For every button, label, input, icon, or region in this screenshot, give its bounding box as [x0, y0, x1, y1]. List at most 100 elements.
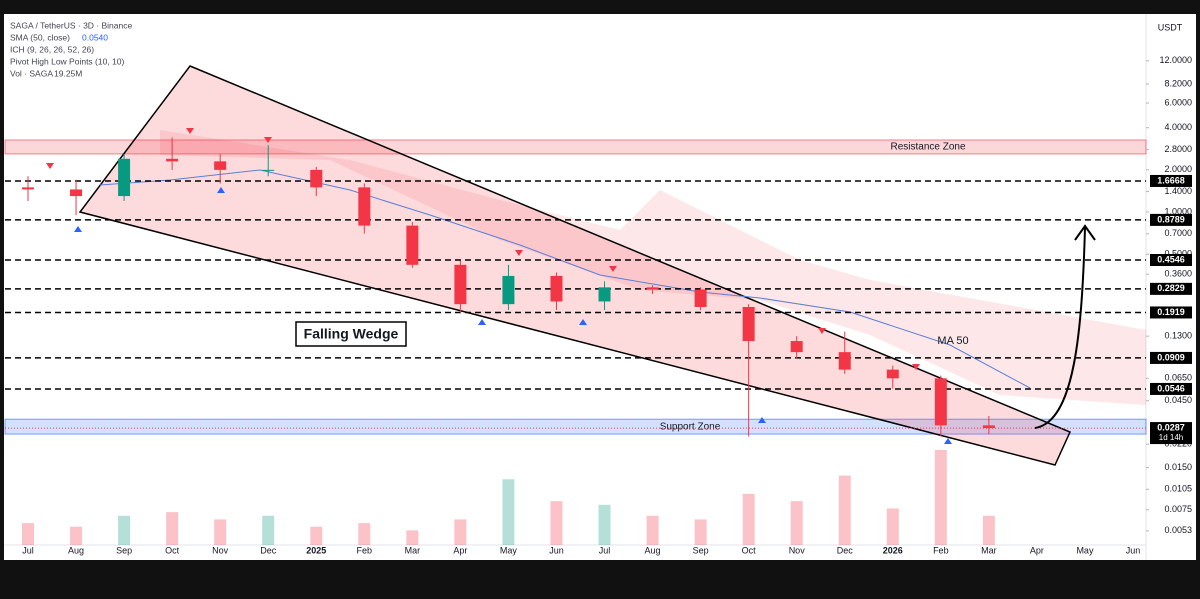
level-label: 0.2829: [1157, 283, 1185, 293]
pivot-markers: [46, 128, 920, 370]
x-tick-label: Nov: [789, 545, 806, 555]
candle-body: [406, 225, 419, 265]
x-tick-label: May: [1076, 545, 1094, 555]
level-label-bg: [1150, 282, 1192, 295]
price-label-bg: [1150, 422, 1192, 445]
candle-body: [694, 289, 707, 307]
candle-body: [790, 341, 803, 353]
x-tick-label: Jun: [549, 545, 564, 555]
volume-bar: [358, 523, 371, 545]
x-tick-label: Sep: [116, 545, 132, 555]
x-tick-label: Oct: [742, 545, 757, 555]
volume-bar: [550, 501, 563, 545]
annotation-box: [295, 321, 407, 347]
arrow-head: [1074, 224, 1096, 241]
zone: [4, 139, 1147, 155]
x-tick-label: Feb: [357, 545, 373, 555]
pivot-high: [818, 328, 826, 334]
volume-bar: [262, 515, 275, 545]
volume-bar: [646, 515, 659, 545]
candle-body: [214, 161, 227, 170]
volume-bar: [742, 493, 755, 545]
y-tick-label: 0.0450: [1164, 395, 1192, 405]
pivot-high: [912, 364, 920, 370]
level-label: 1.6668: [1157, 175, 1185, 185]
y-tick-label: 6.0000: [1164, 97, 1192, 107]
level-label: 0.8789: [1157, 214, 1185, 224]
y-tick-label: 0.0075: [1164, 504, 1192, 514]
pivot-high: [186, 128, 194, 134]
candle-body: [934, 378, 947, 426]
x-tick-label: Mar: [405, 545, 421, 555]
indicator: Pivot High Low Points (10, 10): [10, 56, 125, 66]
pivot-high: [609, 266, 617, 272]
candle-body: [742, 306, 755, 342]
x-tick-label: Jul: [599, 545, 611, 555]
x-tick-label: Aug: [68, 545, 84, 555]
x-tick-label: Mar: [981, 545, 997, 555]
y-tick-label: 12.0000: [1159, 55, 1192, 65]
candle-body: [166, 158, 179, 162]
level-label-bg: [1150, 254, 1192, 267]
y-tick-label: 4.0000: [1164, 122, 1192, 132]
volume-bar: [934, 450, 947, 545]
zone-label: Support Zone: [660, 421, 721, 432]
y-tick-label: 2.8000: [1164, 144, 1192, 154]
volume-bar: [454, 519, 467, 545]
zone: [4, 418, 1147, 435]
candle-body: [310, 169, 323, 188]
candle-body: [838, 352, 851, 370]
volume-bar: [22, 523, 34, 545]
volume-bar: [694, 519, 707, 545]
y-tick-label: 0.0105: [1164, 484, 1192, 494]
pivot-high: [515, 250, 523, 256]
pivot-low: [758, 417, 766, 423]
level-label-bg: [1150, 174, 1192, 187]
zone-label: Resistance Zone: [890, 142, 965, 153]
x-tick-label: Dec: [260, 545, 277, 555]
volume-bar: [166, 512, 179, 545]
volume-bar: [886, 508, 899, 545]
candle-body: [982, 425, 995, 429]
indicator: Vol · SAGA: [10, 68, 53, 78]
y-tick-label: 0.3600: [1164, 269, 1192, 279]
pivot-low: [74, 226, 82, 232]
volume-bar: [310, 526, 323, 545]
x-tick-label: May: [500, 545, 518, 555]
level-label-bg: [1150, 351, 1192, 364]
breakout-arrow: [1034, 227, 1086, 429]
x-tick-label: Feb: [933, 545, 949, 555]
x-tick-label: Sep: [693, 545, 709, 555]
candle-body: [886, 369, 899, 379]
x-tick-label: Jul: [22, 545, 34, 555]
volume-bar: [214, 519, 227, 545]
level-label: 0.0546: [1157, 383, 1185, 393]
countdown: 1d 14h: [1159, 433, 1183, 442]
x-tick-label: Apr: [453, 545, 467, 555]
current-price-label: 0.0287: [1157, 422, 1185, 432]
x-tick-label: 2026: [883, 545, 903, 555]
indicator-value: 19.25M: [54, 68, 82, 78]
y-tick-label: 1.4000: [1164, 186, 1192, 196]
candle-body: [598, 287, 611, 302]
currency: USDT: [1158, 22, 1183, 32]
chart-bg: [4, 14, 1196, 560]
volume-bar: [502, 479, 515, 545]
ichimoku-cloud: [160, 130, 1146, 405]
level-label: 0.1919: [1157, 307, 1185, 317]
y-tick-label: 2.0000: [1164, 164, 1192, 174]
chart-title: SAGA / TetherUS · 3D · Binance: [10, 20, 132, 30]
volume-bar: [118, 515, 131, 545]
pivot-low: [217, 187, 225, 193]
level-label: 0.4546: [1157, 254, 1185, 264]
level-label-bg: [1150, 382, 1192, 395]
candle-body: [454, 264, 467, 305]
level-label-bg: [1150, 306, 1192, 319]
x-tick-label: 2025: [306, 545, 326, 555]
y-tick-label: 0.5000: [1164, 249, 1192, 259]
y-tick-label: 1.0000: [1164, 206, 1192, 216]
indicator: ICH (9, 26, 26, 52, 26): [10, 44, 94, 54]
pivot-markers: [74, 187, 952, 444]
indicator-value: 0.0540: [82, 32, 108, 42]
